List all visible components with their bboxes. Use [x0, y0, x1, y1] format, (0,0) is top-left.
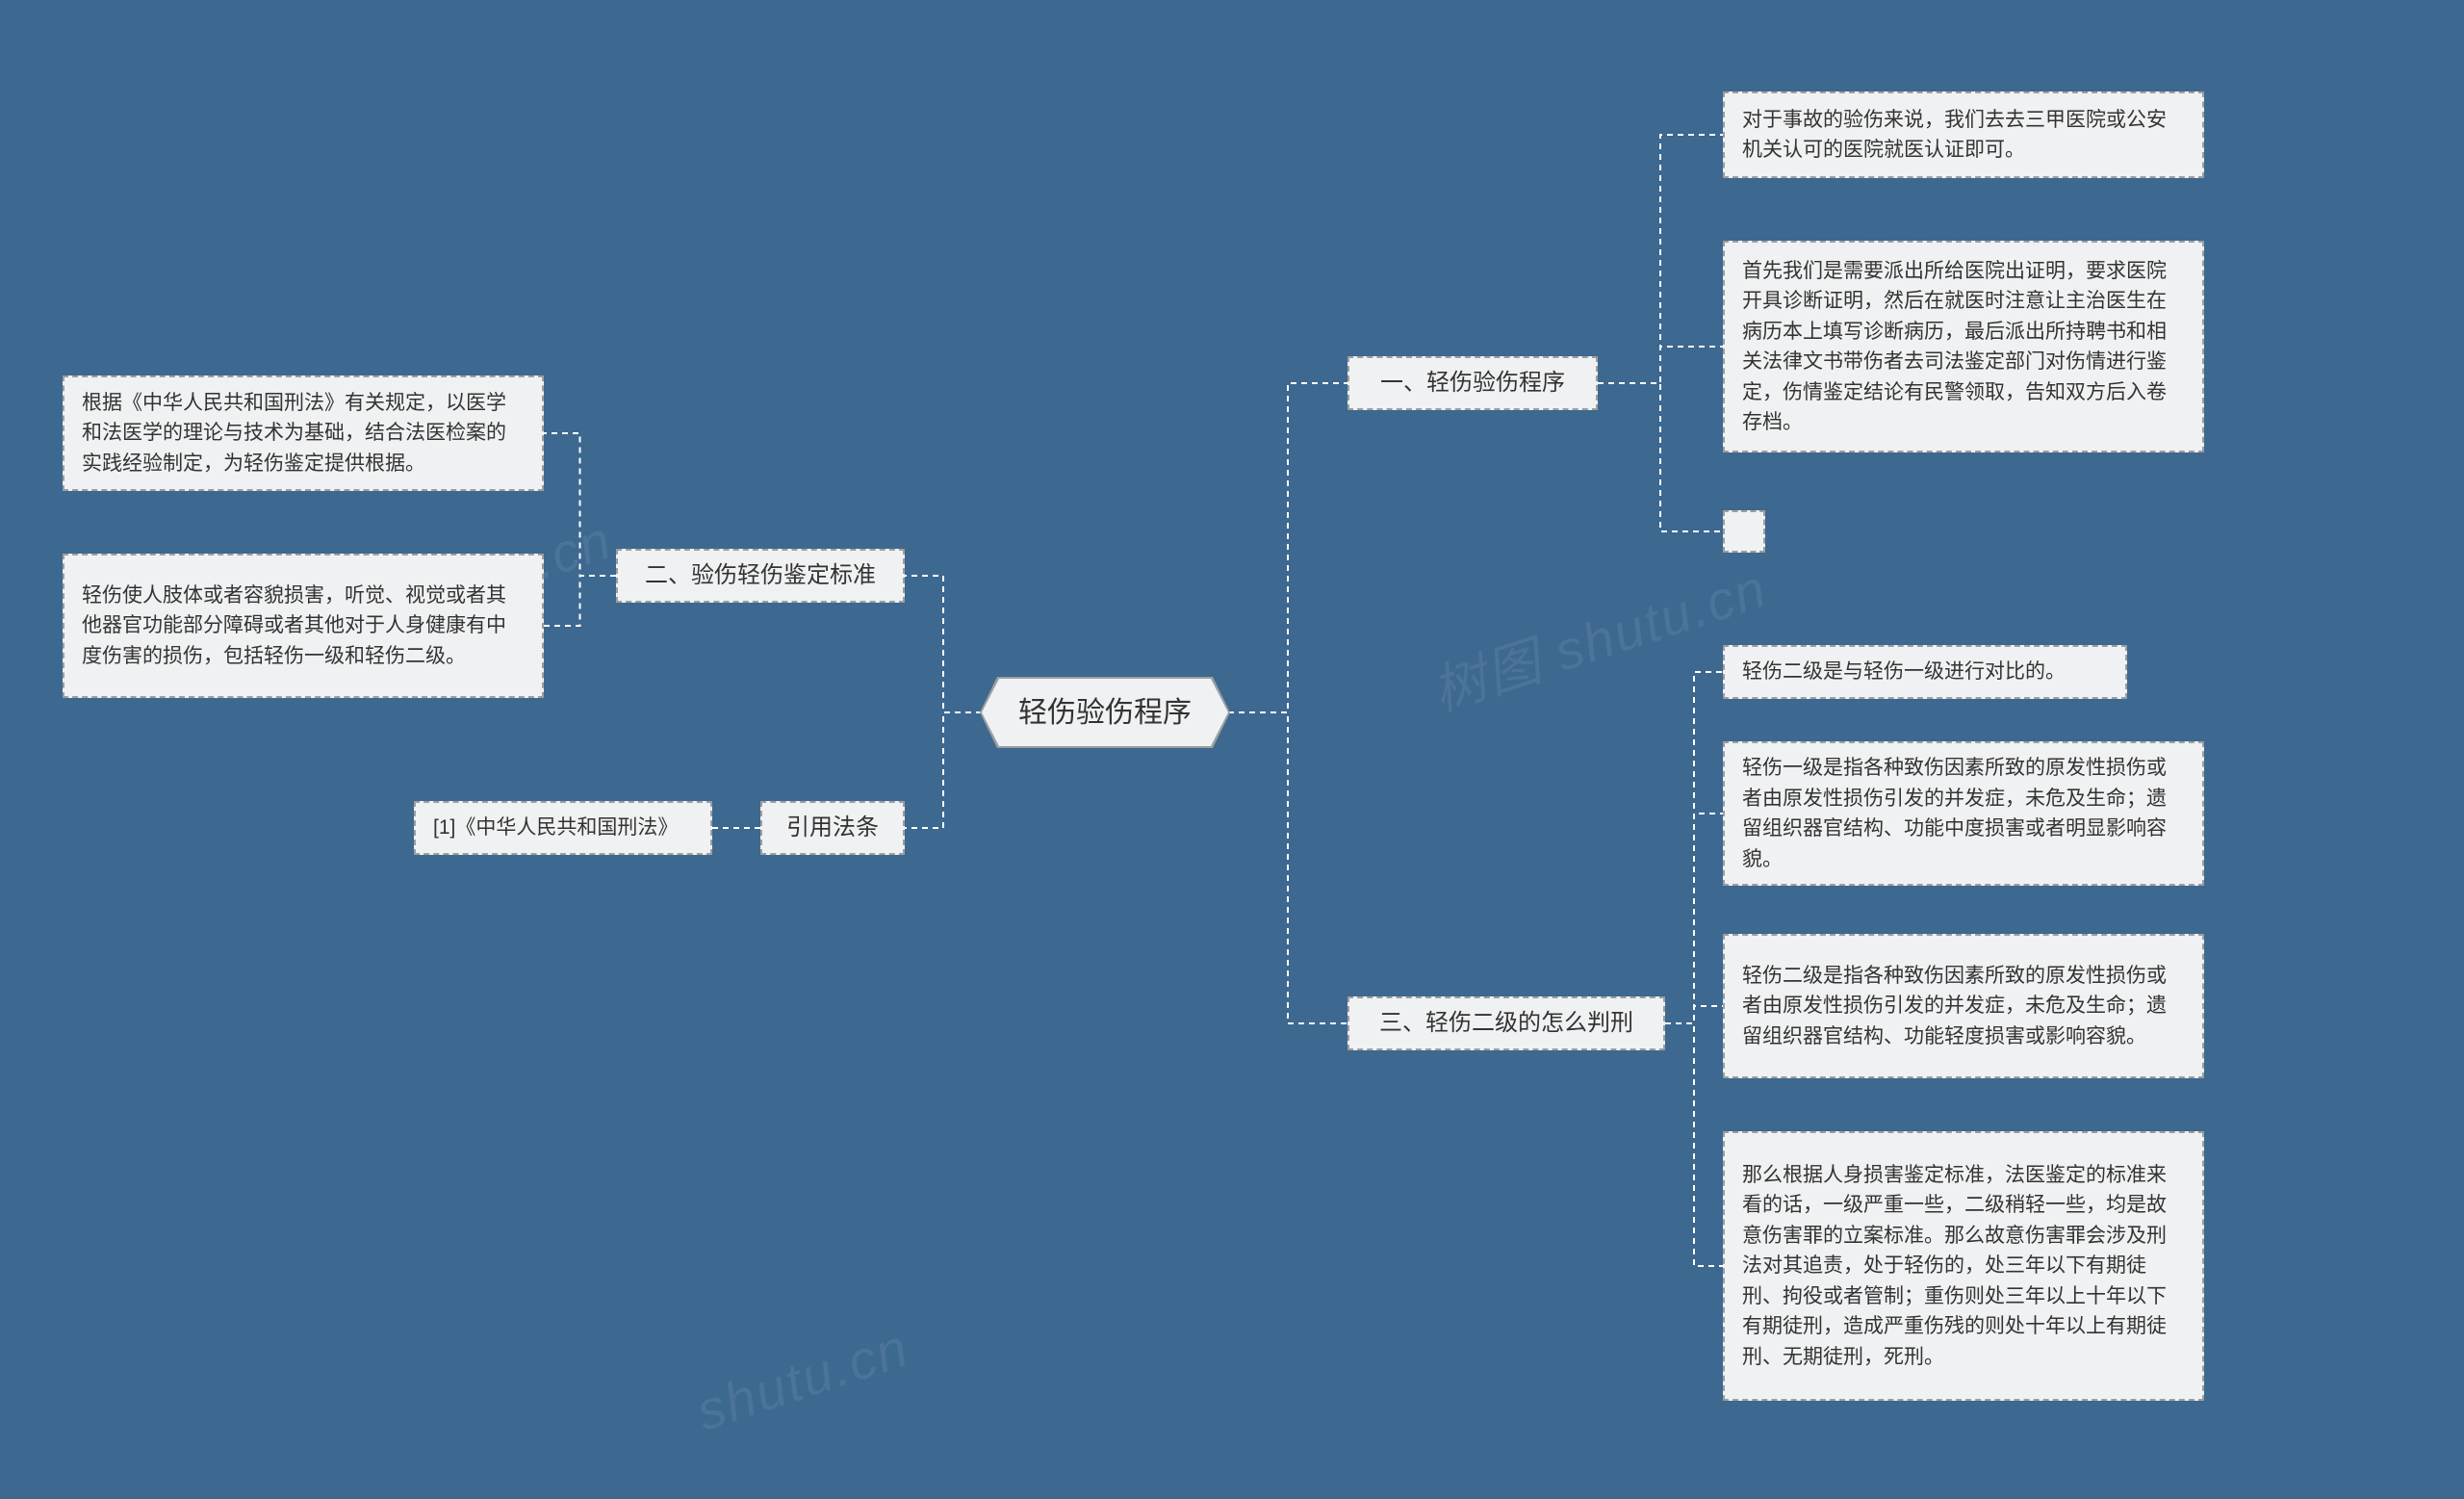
- b4l1-label: [1]《中华人民共和国刑法》: [433, 813, 678, 843]
- b3l3: 轻伤二级是指各种致伤因素所致的原发性损伤或者由原发性损伤引发的并发症，未危及生命…: [1723, 934, 2204, 1078]
- b2l1: 根据《中华人民共和国刑法》有关规定，以医学和法医学的理论与技术为基础，结合法医检…: [63, 375, 544, 491]
- b4-label: 引用法条: [786, 811, 879, 845]
- b3l2-label: 轻伤一级是指各种致伤因素所致的原发性损伤或者由原发性损伤引发的并发症，未危及生命…: [1742, 753, 2185, 874]
- b3l1-label: 轻伤二级是与轻伤一级进行对比的。: [1742, 657, 2066, 687]
- b3l2: 轻伤一级是指各种致伤因素所致的原发性损伤或者由原发性损伤引发的并发症，未危及生命…: [1723, 741, 2204, 886]
- b2l1-label: 根据《中华人民共和国刑法》有关规定，以医学和法医学的理论与技术为基础，结合法医检…: [82, 388, 525, 479]
- b4l1: [1]《中华人民共和国刑法》: [414, 801, 712, 855]
- root-label: 轻伤验伤程序: [1018, 691, 1192, 735]
- b2l2: 轻伤使人肢体或者容貌损害，听觉、视觉或者其他器官功能部分障碍或者其他对于人身健康…: [63, 554, 544, 698]
- b3l4-label: 那么根据人身损害鉴定标准，法医鉴定的标准来看的话，一级严重一些，二级稍轻一些，均…: [1742, 1160, 2185, 1373]
- b1-label: 一、轻伤验伤程序: [1380, 366, 1565, 401]
- watermark-1: 树图 shutu.cn: [1421, 545, 1776, 727]
- b4: 引用法条: [760, 801, 905, 855]
- b3l1: 轻伤二级是与轻伤一级进行对比的。: [1723, 645, 2127, 699]
- b1l2: 首先我们是需要派出所给医院出证明，要求医院开具诊断证明，然后在就医时注意让主治医…: [1723, 241, 2204, 452]
- b1l2-label: 首先我们是需要派出所给医院出证明，要求医院开具诊断证明，然后在就医时注意让主治医…: [1742, 256, 2185, 438]
- b2l2-label: 轻伤使人肢体或者容貌损害，听觉、视觉或者其他器官功能部分障碍或者其他对于人身健康…: [82, 581, 525, 672]
- b3: 三、轻伤二级的怎么判刑: [1348, 996, 1665, 1050]
- b1l3: [1723, 510, 1765, 553]
- b1: 一、轻伤验伤程序: [1348, 356, 1598, 410]
- b1l1: 对于事故的验伤来说，我们去去三甲医院或公安机关认可的医院就医认证即可。: [1723, 91, 2204, 178]
- mindmap-root: 轻伤验伤程序: [982, 679, 1228, 746]
- b2: 二、验伤轻伤鉴定标准: [616, 549, 905, 603]
- b1l1-label: 对于事故的验伤来说，我们去去三甲医院或公安机关认可的医院就医认证即可。: [1742, 105, 2185, 166]
- b3l4: 那么根据人身损害鉴定标准，法医鉴定的标准来看的话，一级严重一些，二级稍轻一些，均…: [1723, 1131, 2204, 1401]
- b2-label: 二、验伤轻伤鉴定标准: [645, 558, 876, 593]
- b3l3-label: 轻伤二级是指各种致伤因素所致的原发性损伤或者由原发性损伤引发的并发症，未危及生命…: [1742, 961, 2185, 1052]
- b3-label: 三、轻伤二级的怎么判刑: [1379, 1006, 1633, 1041]
- watermark-2: shutu.cn: [689, 1315, 917, 1442]
